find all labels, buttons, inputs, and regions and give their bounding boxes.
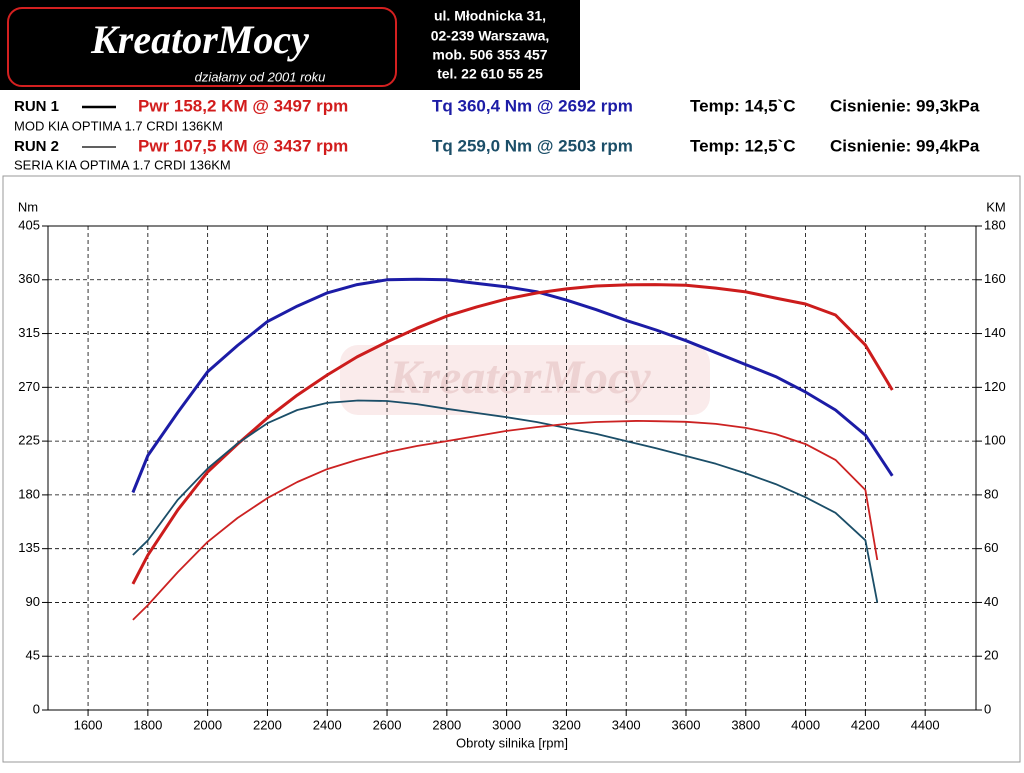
y2-tick-label: 80 (984, 486, 998, 501)
run-torque: Tq 259,0 Nm @ 2503 rpm (432, 136, 633, 155)
y-tick-label: 270 (18, 379, 40, 394)
address-line: 02-239 Warszawa, (431, 28, 550, 44)
run-power: Pwr 107,5 KM @ 3437 rpm (138, 136, 348, 155)
x-tick-label: 1600 (74, 717, 103, 732)
series-line (131, 277, 894, 494)
x-tick-label: 2800 (432, 717, 461, 732)
x-tick-label: 3200 (552, 717, 581, 732)
y2-tick-label: 0 (984, 701, 991, 716)
logo-panel (0, 0, 580, 90)
x-tick-label: 4000 (791, 717, 820, 732)
x-tick-label: 3800 (731, 717, 760, 732)
y-axis-label: Nm (18, 199, 38, 214)
x-tick-label: 2600 (373, 717, 402, 732)
series-line (132, 420, 879, 621)
y2-axis-label: KM (986, 199, 1006, 214)
y2-tick-label: 20 (984, 648, 998, 663)
run-torque: Tq 360,4 Nm @ 2692 rpm (432, 96, 633, 115)
series-line (132, 399, 879, 603)
chart-panel (2, 175, 1021, 763)
y2-tick-label: 40 (984, 594, 998, 609)
y-tick-label: 90 (26, 594, 40, 609)
slogan: działamy od 2001 roku (195, 69, 326, 84)
address-line: mob. 506 353 457 (432, 47, 547, 63)
y2-tick-label: 140 (984, 325, 1006, 340)
watermark: KreatorMocy (388, 351, 651, 404)
y-tick-label: 45 (26, 648, 40, 663)
x-tick-label: 3400 (612, 717, 641, 732)
address-line: tel. 22 610 55 25 (437, 66, 543, 82)
y-tick-label: 360 (18, 271, 40, 286)
run-pressure: Cisnienie: 99,3kPa (830, 96, 980, 115)
x-tick-label: 4200 (851, 717, 880, 732)
y-tick-label: 225 (18, 433, 40, 448)
run-temp: Temp: 12,5`C (690, 136, 796, 155)
watermark-frame (340, 345, 710, 415)
plot-frame (47, 225, 977, 711)
x-tick-label: 1800 (133, 717, 162, 732)
run-car: SERIA KIA OPTIMA 1.7 CRDI 136KM (14, 157, 231, 172)
run-car: MOD KIA OPTIMA 1.7 CRDI 136KM (14, 118, 223, 133)
run-label: RUN 1 (14, 98, 59, 115)
x-tick-label: 2400 (313, 717, 342, 732)
y2-tick-label: 120 (984, 379, 1006, 394)
y-tick-label: 0 (33, 701, 40, 716)
run-pressure: Cisnienie: 99,4kPa (830, 136, 980, 155)
logo-frame (7, 7, 397, 87)
run-temp: Temp: 14,5`C (690, 96, 796, 115)
y2-tick-label: 100 (984, 433, 1006, 448)
y2-tick-label: 160 (984, 271, 1006, 286)
x-tick-label: 2200 (253, 717, 282, 732)
x-tick-label: 3600 (672, 717, 701, 732)
y-tick-label: 405 (18, 217, 40, 232)
y2-tick-label: 60 (984, 540, 998, 555)
x-tick-label: 2000 (193, 717, 222, 732)
y-tick-label: 180 (18, 486, 40, 501)
address-line: ul. Młodnicka 31, (434, 8, 546, 24)
y2-tick-label: 180 (984, 217, 1006, 232)
x-tick-label: 4400 (911, 717, 940, 732)
x-axis-label: Obroty silnika [rpm] (456, 735, 568, 750)
y-tick-label: 135 (18, 540, 40, 555)
logo: KreatorMocy (90, 17, 309, 62)
series-line (131, 283, 894, 585)
run-label: RUN 2 (14, 138, 59, 155)
run-power: Pwr 158,2 KM @ 3497 rpm (138, 96, 348, 115)
y-tick-label: 315 (18, 325, 40, 340)
plot: 1600 1800 2000 2200 2400 2600 2800 3000 3200 3400… (18, 199, 1006, 750)
x-tick-label: 3000 (492, 717, 521, 732)
